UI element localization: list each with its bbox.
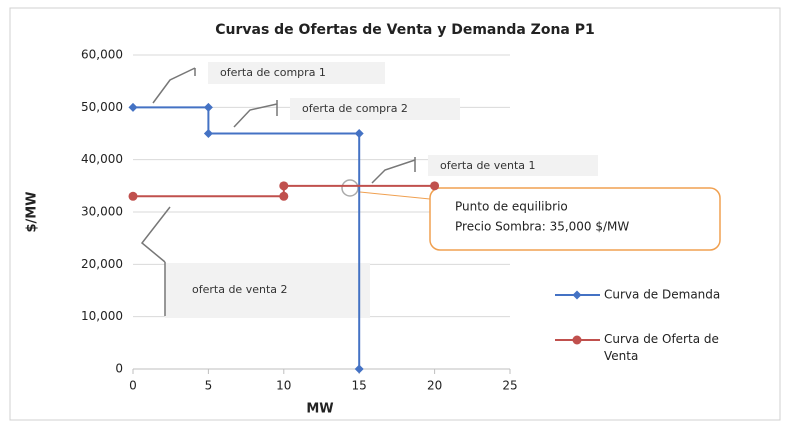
annotation-box	[208, 62, 385, 84]
chart-frame	[9, 7, 781, 421]
y-tick-label: 0	[115, 362, 123, 376]
legend-label: Curva de Oferta de Venta	[604, 332, 719, 363]
y-tick-label: 50,000	[81, 100, 123, 114]
x-tick-label: 15	[352, 379, 367, 393]
annotation-box	[165, 263, 370, 318]
x-tick-label: 10	[276, 379, 291, 393]
marker	[279, 181, 289, 191]
chart-title: Curvas de Ofertas de Venta y Demanda Zon…	[215, 22, 595, 38]
marker	[128, 191, 138, 201]
x-tick-label: 5	[205, 379, 213, 393]
series-line	[133, 184, 435, 198]
marker	[279, 191, 289, 201]
marker	[354, 129, 364, 138]
y-tick-label: 10,000	[81, 309, 123, 323]
marker	[354, 364, 364, 374]
annotation: oferta de venta 1	[440, 159, 536, 172]
annotation: oferta de compra 1	[220, 66, 326, 79]
arrows	[140, 67, 416, 316]
y-tick-label: 60,000	[81, 48, 123, 62]
annotation-box	[428, 155, 598, 176]
x-tick-label: 0	[129, 379, 137, 393]
callout-line: Punto de equilibrio	[455, 200, 568, 214]
marker	[572, 335, 582, 345]
marker	[430, 181, 440, 191]
y-tick-label: 40,000	[81, 152, 123, 166]
annotation: oferta de venta 2	[192, 283, 288, 296]
y-axis-label: $/MW	[25, 191, 40, 232]
y-tick-label: 20,000	[81, 257, 123, 271]
x-tick-label: 25	[502, 379, 517, 393]
callout-box	[429, 187, 721, 251]
series-line	[133, 106, 361, 369]
x-tick-label: 20	[427, 379, 442, 393]
marker	[203, 102, 213, 112]
equilibrium-marker	[341, 179, 359, 197]
callout-pointer	[359, 191, 441, 201]
annotation: oferta de compra 2	[302, 102, 408, 115]
marker	[572, 290, 582, 300]
annotation-box	[290, 98, 460, 120]
callout-line: Precio Sombra: 35,000 $/MW	[455, 220, 629, 234]
marker	[128, 102, 138, 112]
x-axis-label: MW	[306, 402, 333, 417]
marker	[203, 129, 213, 138]
y-tick-label: 30,000	[81, 205, 123, 219]
legend-label: Curva de Demanda	[604, 288, 720, 302]
